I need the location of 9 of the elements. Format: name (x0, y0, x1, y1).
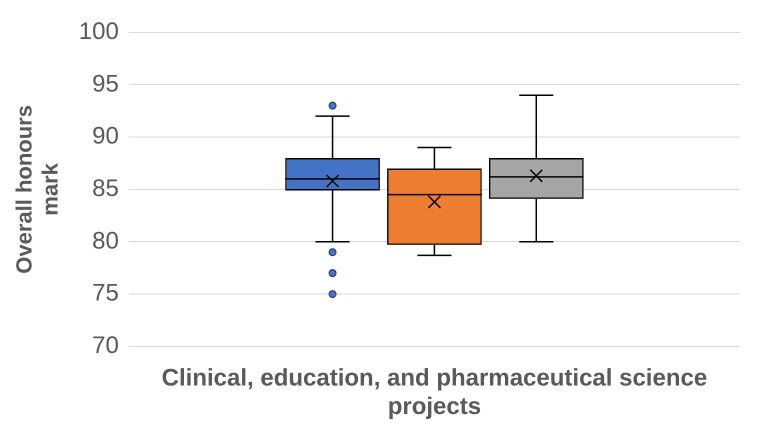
y-axis-title: Overall honours mark (11, 105, 63, 274)
y-tick-label: 80 (92, 227, 119, 254)
y-tick-label: 100 (78, 18, 119, 46)
y-tick-label: 85 (92, 175, 119, 202)
y-tick-label: 95 (92, 70, 119, 98)
y-tick-label: 90 (92, 122, 119, 150)
y-tick-label: 75 (92, 280, 119, 307)
y-tick-label: 70 (92, 332, 119, 360)
x-tick-label: Clinical, education, and pharmaceutical science projects (162, 364, 708, 420)
